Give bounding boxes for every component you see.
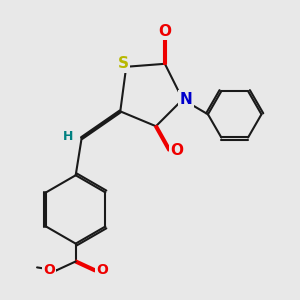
Text: N: N	[179, 92, 192, 107]
Text: O: O	[170, 142, 183, 158]
Text: O: O	[97, 263, 108, 278]
Text: S: S	[118, 56, 129, 71]
Text: H: H	[63, 130, 74, 143]
Text: O: O	[158, 24, 171, 39]
Text: O: O	[43, 263, 55, 278]
